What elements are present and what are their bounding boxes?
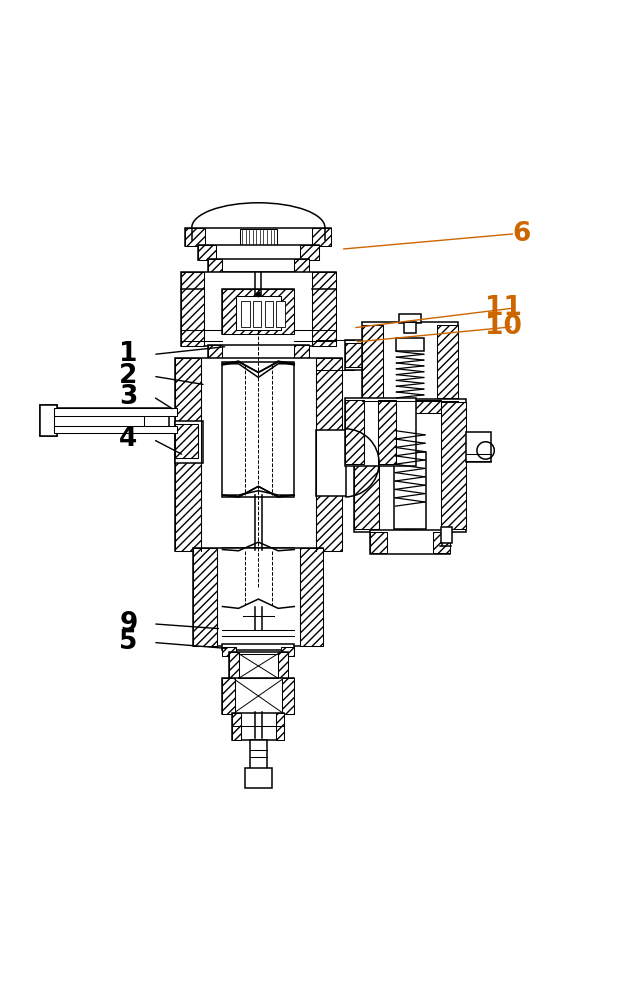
Bar [54, 408, 169, 433]
Bar [278, 652, 288, 680]
Bar [404, 530, 416, 548]
Bar [441, 527, 452, 543]
Text: 2: 2 [119, 363, 137, 389]
Bar [181, 272, 336, 346]
Bar [355, 399, 466, 532]
Bar [229, 652, 288, 680]
Bar [362, 322, 458, 401]
Bar [437, 325, 458, 398]
Bar [236, 296, 281, 330]
Text: 9: 9 [119, 611, 137, 637]
Bar [294, 259, 309, 272]
Bar [345, 398, 416, 466]
Bar [208, 259, 223, 272]
Bar [355, 402, 379, 529]
Bar [240, 229, 277, 245]
Bar [312, 272, 336, 346]
Bar [394, 452, 426, 529]
Bar [223, 289, 258, 334]
Bar [253, 301, 261, 327]
Bar [241, 301, 249, 327]
Bar [316, 430, 346, 496]
Bar [233, 713, 241, 740]
Bar [378, 400, 396, 464]
Bar [276, 713, 284, 740]
Bar [54, 408, 177, 416]
Bar [233, 713, 284, 740]
Bar [223, 289, 294, 334]
Bar [345, 343, 363, 367]
Bar [175, 421, 203, 463]
Bar [208, 345, 223, 359]
Bar [312, 228, 332, 246]
Bar [181, 272, 205, 346]
Bar [198, 245, 319, 260]
Bar [441, 402, 466, 529]
Bar [466, 432, 491, 462]
Bar [54, 411, 144, 430]
Bar [185, 228, 205, 246]
Bar [433, 532, 450, 553]
Bar [193, 548, 217, 646]
Bar [294, 345, 309, 359]
Text: 5: 5 [119, 629, 137, 655]
Bar [175, 358, 342, 551]
Bar [223, 678, 294, 714]
Bar [193, 548, 323, 646]
Bar [316, 358, 342, 551]
Bar [300, 245, 319, 260]
Bar [54, 426, 177, 433]
Bar [40, 405, 57, 436]
Bar [379, 400, 441, 413]
Bar [54, 408, 80, 433]
Bar [223, 362, 294, 497]
Bar [175, 424, 198, 458]
Bar [399, 314, 421, 323]
Polygon shape [223, 361, 294, 377]
Bar [40, 405, 57, 436]
Bar [370, 532, 387, 553]
Bar [345, 340, 416, 370]
Bar [185, 228, 332, 246]
Polygon shape [223, 486, 294, 497]
Bar [370, 530, 450, 554]
Bar [300, 548, 323, 646]
Bar [229, 652, 239, 680]
Bar [276, 301, 285, 327]
Text: 10: 10 [485, 314, 521, 340]
Bar [223, 678, 235, 714]
Bar [258, 289, 294, 334]
Text: 11: 11 [485, 295, 521, 321]
Bar [345, 400, 364, 464]
Bar [208, 345, 309, 359]
Bar [223, 647, 236, 656]
Bar [249, 740, 267, 769]
Bar [244, 768, 272, 788]
Bar [362, 325, 383, 398]
Bar [208, 259, 309, 272]
Bar [175, 358, 201, 551]
Bar [404, 322, 416, 333]
Bar [223, 644, 294, 650]
Text: 6: 6 [513, 221, 531, 247]
Text: 3: 3 [119, 384, 137, 410]
Bar [223, 548, 294, 608]
Bar [264, 301, 273, 327]
Text: 4: 4 [119, 426, 137, 452]
Bar [282, 678, 294, 714]
Bar [198, 245, 216, 260]
Bar [396, 338, 424, 351]
Text: 1: 1 [119, 341, 137, 367]
Bar [281, 647, 294, 656]
